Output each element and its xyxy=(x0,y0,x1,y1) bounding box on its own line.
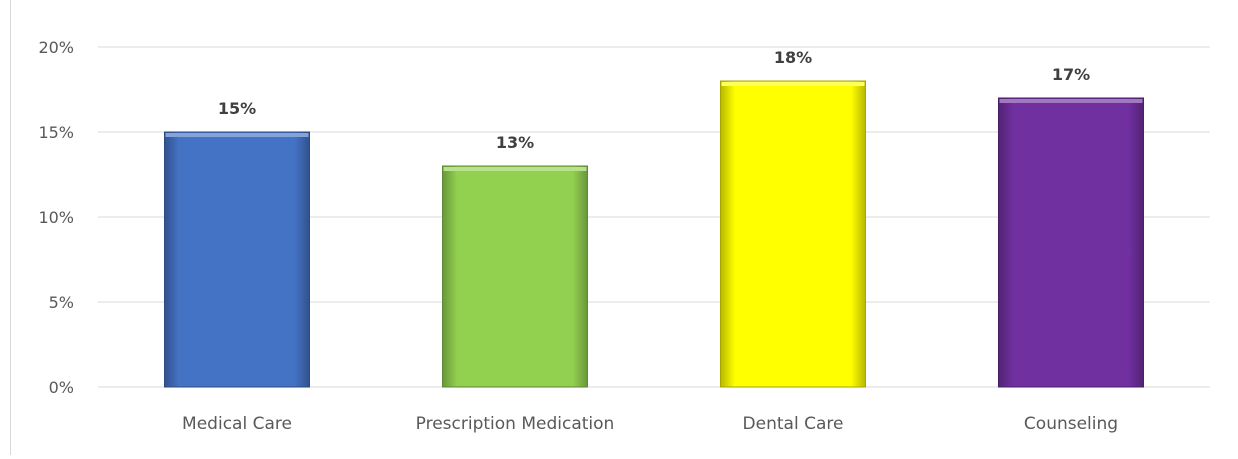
y-tick-label: 5% xyxy=(49,293,74,312)
data-label: 13% xyxy=(496,133,534,152)
bar-bevel xyxy=(165,133,309,137)
y-tick-label: 0% xyxy=(49,378,74,397)
bar xyxy=(442,165,588,388)
x-category-label: Prescription Medication xyxy=(416,414,615,434)
bar xyxy=(998,97,1144,388)
chart-frame-border xyxy=(10,0,11,455)
bars xyxy=(164,80,1144,388)
y-tick-label: 15% xyxy=(38,123,74,142)
x-category-label: Counseling xyxy=(1024,414,1118,434)
data-label: 15% xyxy=(218,99,256,118)
y-tick-label: 20% xyxy=(38,38,74,57)
bar-bevel xyxy=(999,99,1143,103)
x-category-label: Dental Care xyxy=(743,414,844,434)
bar xyxy=(720,80,866,388)
data-label: 18% xyxy=(774,48,812,67)
x-category-label: Medical Care xyxy=(182,414,292,434)
y-axis-tick-labels: 0% 5% 10% 15% 20% xyxy=(38,38,74,397)
data-labels: 15% 13% 18% 17% xyxy=(218,48,1090,152)
bar xyxy=(164,131,310,388)
x-axis-category-labels: Medical Care Prescription Medication Denta… xyxy=(182,414,1118,434)
bar-bevel xyxy=(721,82,865,86)
y-tick-label: 10% xyxy=(38,208,74,227)
data-label: 17% xyxy=(1052,65,1090,84)
bar-bevel xyxy=(443,167,587,171)
